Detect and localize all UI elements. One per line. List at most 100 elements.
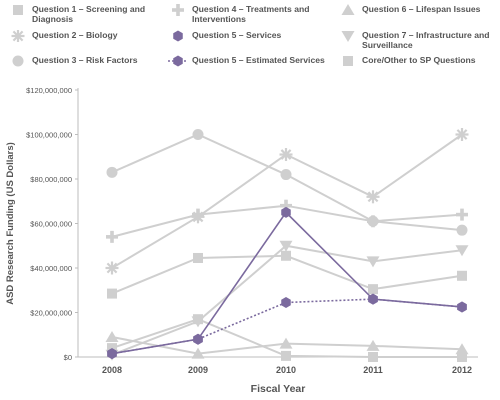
legend-marker xyxy=(13,5,23,15)
x-tick-label: 2008 xyxy=(102,365,122,375)
legend-label: Question 1 – Screening and Diagnosis xyxy=(32,4,146,24)
legend-label: Question 2 – Biology xyxy=(32,30,118,40)
y-tick-label: $80,000,000 xyxy=(30,175,72,184)
legend-item: Question 5 – Services xyxy=(168,30,326,42)
data-point xyxy=(279,240,293,252)
legend-item: Question 2 – Biology xyxy=(8,30,166,42)
data-point xyxy=(191,316,205,328)
legend-marker-icon xyxy=(12,55,24,67)
legend-marker xyxy=(343,56,353,66)
data-point xyxy=(281,350,291,361)
series-question-5-estimated-services xyxy=(107,293,467,360)
legend-marker xyxy=(12,55,24,67)
legend-label: Question 7 – Infrastructure and Surveill… xyxy=(362,30,490,50)
legend-label: Question 5 – Services xyxy=(192,30,282,40)
series-question-1-screening-and-diagnosis xyxy=(107,314,467,362)
data-point xyxy=(106,166,118,178)
legend-marker xyxy=(173,30,183,42)
legend-marker xyxy=(341,31,355,42)
legend-marker-icon xyxy=(172,4,184,16)
legend-item: Question 6 – Lifespan Issues xyxy=(338,4,498,16)
data-point xyxy=(457,301,467,313)
legend-item: Question 5 – Estimated Services xyxy=(168,55,326,67)
legend-marker-icon xyxy=(11,30,25,42)
legend-marker xyxy=(341,4,355,15)
data-point xyxy=(457,352,467,362)
data-point xyxy=(456,208,468,221)
legend-marker xyxy=(173,55,183,67)
series-question-7-infrastructure-and-surveillance xyxy=(105,240,469,361)
data-point xyxy=(455,245,469,257)
series-question-3-risk-factors xyxy=(106,129,468,236)
legend: Question 1 – Screening and Diagnosis Ques… xyxy=(0,0,500,78)
legend-label: Question 3 – Risk Factors xyxy=(32,55,138,65)
legend-item: Question 3 – Risk Factors xyxy=(8,55,166,67)
data-point xyxy=(281,206,291,218)
legend-item: Question 7 – Infrastructure and Surveill… xyxy=(338,30,498,50)
legend-marker-icon xyxy=(341,31,355,42)
data-point xyxy=(107,343,117,354)
legend-marker-icon xyxy=(173,30,183,42)
y-tick-label: $60,000,000 xyxy=(30,220,72,229)
data-point xyxy=(193,252,203,263)
legend-marker-icon xyxy=(343,56,353,66)
data-point xyxy=(368,352,378,362)
series-question-4-treatments-and-interventions xyxy=(106,199,468,243)
data-point xyxy=(366,190,380,204)
data-point xyxy=(192,208,204,221)
legend-marker xyxy=(11,30,25,42)
data-point xyxy=(106,230,118,243)
data-point xyxy=(105,261,119,275)
data-point xyxy=(281,250,291,261)
data-point xyxy=(107,288,117,299)
data-point xyxy=(455,128,469,141)
legend-marker-icon xyxy=(341,4,355,15)
series-core-other-to-sp-questions xyxy=(107,250,467,299)
data-point xyxy=(279,337,293,349)
legend-label: Question 6 – Lifespan Issues xyxy=(362,4,481,14)
data-point xyxy=(280,169,292,181)
data-point xyxy=(281,296,291,308)
legend-marker-icon xyxy=(13,5,23,15)
y-tick-label: $40,000,000 xyxy=(30,264,72,273)
y-tick-label: $120,000,000 xyxy=(26,86,72,95)
y-tick-label: $20,000,000 xyxy=(30,309,72,318)
y-tick-label: $100,000,000 xyxy=(26,131,72,140)
x-axis-title: Fiscal Year xyxy=(251,383,306,395)
data-point xyxy=(366,256,380,268)
y-axis-title: ASD Research Funding (US Dollars) xyxy=(5,142,16,305)
axes xyxy=(77,88,478,358)
legend-label: Question 5 – Estimated Services xyxy=(192,55,325,65)
data-point xyxy=(107,348,117,360)
data-point xyxy=(456,224,468,236)
legend-marker-icon xyxy=(168,55,188,67)
data-point xyxy=(455,343,469,355)
x-tick-label: 2009 xyxy=(188,365,208,375)
series-question-2-biology xyxy=(105,128,469,275)
data-point xyxy=(457,270,467,281)
y-tick-label: $0 xyxy=(64,353,72,362)
legend-marker xyxy=(172,4,184,16)
legend-item: Core/Other to SP Questions xyxy=(338,55,498,67)
x-tick-label: 2010 xyxy=(276,365,296,375)
series-question-6-lifespan-issues xyxy=(105,330,469,359)
series-line xyxy=(111,254,463,295)
data-point xyxy=(368,293,378,305)
data-point xyxy=(191,347,205,359)
legend-item: Question 1 – Screening and Diagnosis xyxy=(8,4,166,24)
data-point xyxy=(192,129,204,140)
data-point xyxy=(367,215,379,228)
legend-label: Question 4 – Treatments and Intervention… xyxy=(192,4,310,24)
legend-item: Question 4 – Treatments and Intervention… xyxy=(168,4,326,24)
data-point xyxy=(105,330,119,342)
data-point xyxy=(193,333,203,345)
data-point xyxy=(279,148,293,162)
data-point xyxy=(368,284,378,295)
data-point xyxy=(280,199,292,212)
x-tick-label: 2012 xyxy=(452,365,472,375)
x-tick-label: 2011 xyxy=(363,365,383,375)
data-point xyxy=(366,339,380,351)
legend-label: Core/Other to SP Questions xyxy=(362,55,476,65)
